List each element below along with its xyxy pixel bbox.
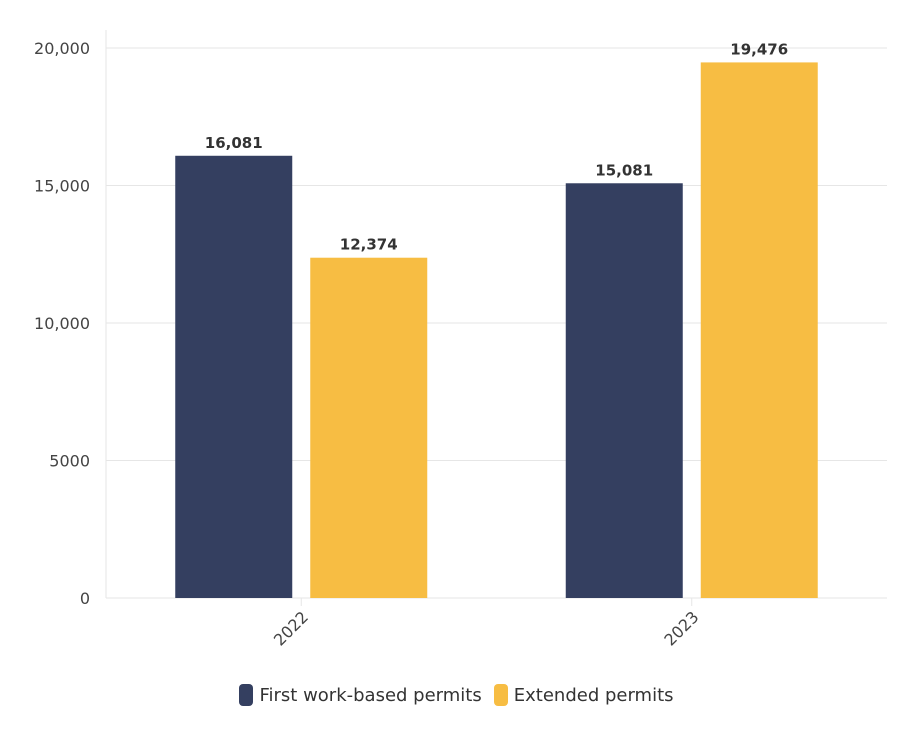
y-tick-label: 15,000 [34, 177, 90, 196]
legend-label-extended-permits: Extended permits [513, 684, 674, 706]
data-label: 16,081 [205, 134, 263, 152]
legend-item-extended-permits[interactable]: Extended permits [493, 684, 674, 706]
bar-first-work-based-permits-2023[interactable] [565, 183, 683, 598]
bar-extended-permits-2023[interactable] [700, 62, 818, 599]
legend: First work-based permits Extended permit… [0, 684, 913, 706]
y-tick-label: 20,000 [34, 39, 90, 58]
data-label: 19,476 [730, 40, 788, 58]
y-tick-label: 10,000 [34, 314, 90, 333]
bar-first-work-based-permits-2022[interactable] [175, 155, 293, 598]
x-axis-tick-labels: 2022 2023 [270, 607, 703, 649]
x-tick-label: 2023 [660, 607, 702, 649]
y-tick-label: 5000 [49, 452, 90, 471]
legend-swatch-first-work-based-permits [239, 684, 254, 706]
y-axis-tick-labels: 0 5000 10,000 15,000 20,000 [34, 39, 90, 608]
legend-label-first-work-based-permits: First work-based permits [259, 684, 482, 706]
data-label: 15,081 [595, 161, 653, 179]
legend-item-first-work-based-permits[interactable]: First work-based permits [239, 684, 482, 706]
x-tick-label: 2022 [270, 607, 312, 649]
legend-swatch-extended-permits [493, 684, 508, 706]
data-label: 12,374 [340, 236, 398, 254]
bars [175, 62, 818, 599]
bar-extended-permits-2022[interactable] [310, 257, 428, 598]
data-labels: 16,081 12,374 15,081 19,476 [205, 40, 788, 253]
y-tick-label: 0 [80, 589, 90, 608]
